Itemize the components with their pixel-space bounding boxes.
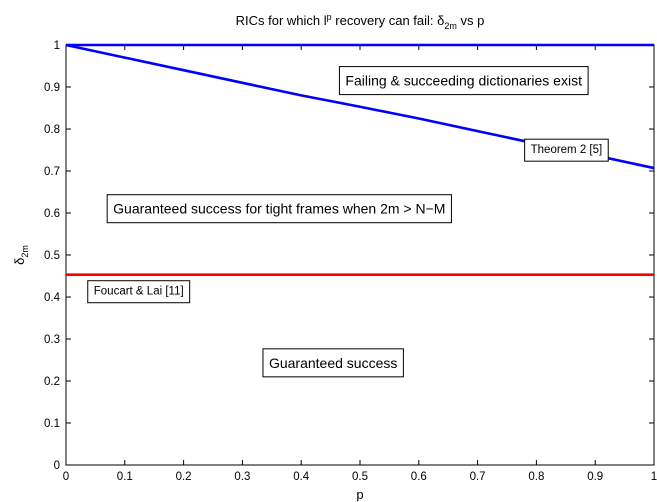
x-tick-label: 0.3 (234, 471, 250, 483)
title-subscript: 2m (444, 21, 457, 31)
annotation-text: Guaranteed success for tight frames when… (113, 201, 445, 217)
y-tick-label: 0.5 (44, 250, 60, 262)
y-axis-label: δ2m (12, 245, 30, 265)
y-axis-label-main: δ (12, 258, 27, 265)
y-tick-label: 0.3 (44, 334, 60, 346)
y-tick-label: 0 (54, 460, 60, 472)
annotation-5: Guaranteed success (262, 348, 404, 378)
annotation-box (87, 280, 191, 304)
x-tick-label: 0.5 (352, 471, 368, 483)
y-tick-label: 1 (54, 40, 60, 52)
x-tick-label: 1 (651, 471, 657, 483)
y-axis-label-sub: 2m (20, 245, 30, 258)
chart-title: RICs for which lp recovery can fail: δ2m… (236, 12, 485, 31)
title-suffix: vs p (457, 13, 484, 28)
x-tick-label: 0.6 (411, 471, 427, 483)
plot-area (65, 44, 655, 466)
x-tick-label: 0.8 (528, 471, 544, 483)
title-superscript: p (327, 12, 332, 22)
annotation-box (262, 348, 404, 378)
y-tick-label: 0.1 (44, 418, 60, 430)
annotation-text: Foucart & Lai [11] (94, 286, 184, 298)
annotation-text: Failing & succeeding dictionaries exist (345, 73, 582, 89)
y-tick-label: 0.9 (44, 82, 60, 94)
annotation-3: Guaranteed success for tight frames when… (106, 194, 452, 224)
y-tick-label: 0.4 (44, 292, 61, 304)
annotation-text: Theorem 2 [5] (531, 144, 603, 156)
x-tick-label: 0.1 (117, 471, 133, 483)
annotation-1: Failing & succeeding dictionaries exist (338, 66, 589, 96)
x-tick-label: 0.4 (293, 471, 310, 483)
x-tick-label: 0.7 (470, 471, 486, 483)
x-tick-label: 0.2 (176, 471, 192, 483)
y-tick-label: 0.6 (44, 208, 60, 220)
annotation-2: Theorem 2 [5] (524, 138, 609, 162)
y-tick-label: 0.2 (44, 376, 60, 388)
annotations-group: Failing & succeeding dictionaries exist T… (87, 66, 609, 378)
x-tick-label: 0 (63, 471, 69, 483)
x-tick-label: 0.9 (587, 471, 603, 483)
annotation-box (524, 138, 609, 162)
annotation-box (338, 66, 589, 96)
y-tick-label: 0.7 (44, 166, 60, 178)
y-tick-label: 0.8 (44, 124, 60, 136)
annotation-4: Foucart & Lai [11] (87, 280, 191, 304)
annotation-box (106, 194, 452, 224)
x-axis-label: p (356, 487, 363, 502)
title-prefix: RICs for which l (236, 13, 327, 28)
annotation-text: Guaranteed success (269, 355, 397, 371)
title-middle: recovery can fail: δ (332, 13, 445, 28)
